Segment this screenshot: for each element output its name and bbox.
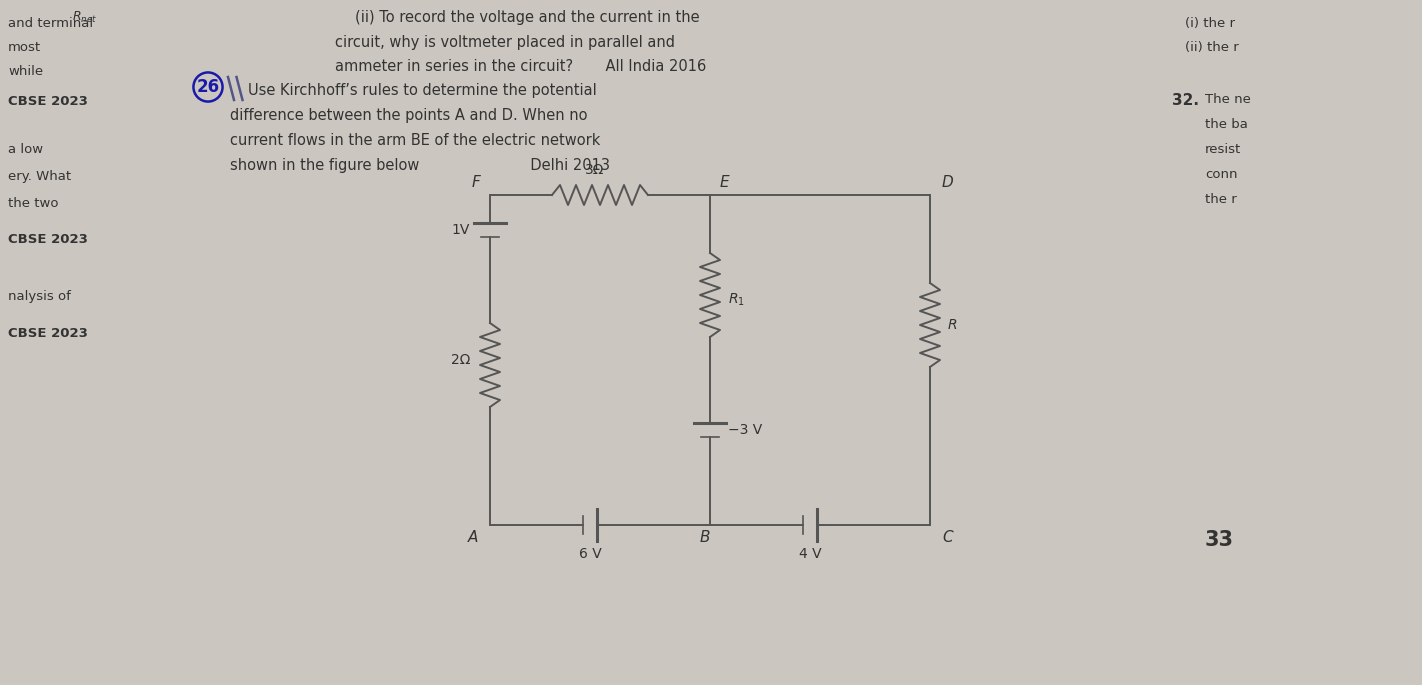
Text: 26: 26 (196, 78, 219, 96)
Text: current flows in the arm BE of the electric network: current flows in the arm BE of the elect… (230, 133, 600, 148)
Text: the r: the r (1204, 193, 1237, 206)
Text: and terminal: and terminal (9, 17, 92, 30)
Text: 1V: 1V (452, 223, 471, 237)
Text: ammeter in series in the circuit?       All India 2016: ammeter in series in the circuit? All In… (336, 59, 707, 74)
Text: $R_{net}$: $R_{net}$ (73, 10, 97, 25)
Text: resist: resist (1204, 143, 1241, 156)
Text: R: R (948, 318, 957, 332)
Text: 2Ω: 2Ω (451, 353, 471, 367)
Text: CBSE 2023: CBSE 2023 (9, 95, 88, 108)
Text: $R_1$: $R_1$ (728, 292, 745, 308)
Text: F: F (471, 175, 481, 190)
Text: a low: a low (9, 143, 43, 156)
Text: 3Ω: 3Ω (586, 163, 604, 177)
Text: The ne: The ne (1204, 93, 1251, 106)
Text: 32.: 32. (1172, 93, 1199, 108)
Text: the two: the two (9, 197, 58, 210)
Text: 4 V: 4 V (799, 547, 822, 561)
Text: CBSE 2023: CBSE 2023 (9, 327, 88, 340)
Text: most: most (9, 41, 41, 54)
Text: the ba: the ba (1204, 118, 1249, 131)
Text: conn: conn (1204, 168, 1237, 181)
Text: nalysis of: nalysis of (9, 290, 71, 303)
Text: B: B (700, 530, 710, 545)
Text: difference between the points A and D. When no: difference between the points A and D. W… (230, 108, 587, 123)
Text: −3 V: −3 V (728, 423, 762, 437)
Text: 33: 33 (1204, 530, 1234, 550)
Text: ery. What: ery. What (9, 170, 71, 183)
Text: C: C (941, 530, 953, 545)
Text: D: D (941, 175, 954, 190)
Text: shown in the figure below                        Delhi 2013: shown in the figure below Delhi 2013 (230, 158, 610, 173)
Text: A: A (468, 530, 478, 545)
Text: 6 V: 6 V (579, 547, 602, 561)
Text: (i) the r: (i) the r (1185, 17, 1234, 30)
Text: Use Kirchhoff’s rules to determine the potential: Use Kirchhoff’s rules to determine the p… (247, 83, 597, 98)
Text: (ii) To record the voltage and the current in the: (ii) To record the voltage and the curre… (356, 10, 700, 25)
Text: (ii) the r: (ii) the r (1185, 41, 1239, 54)
Text: while: while (9, 65, 43, 78)
Text: E: E (720, 175, 729, 190)
Text: circuit, why is voltmeter placed in parallel and: circuit, why is voltmeter placed in para… (336, 35, 675, 50)
Text: CBSE 2023: CBSE 2023 (9, 233, 88, 246)
